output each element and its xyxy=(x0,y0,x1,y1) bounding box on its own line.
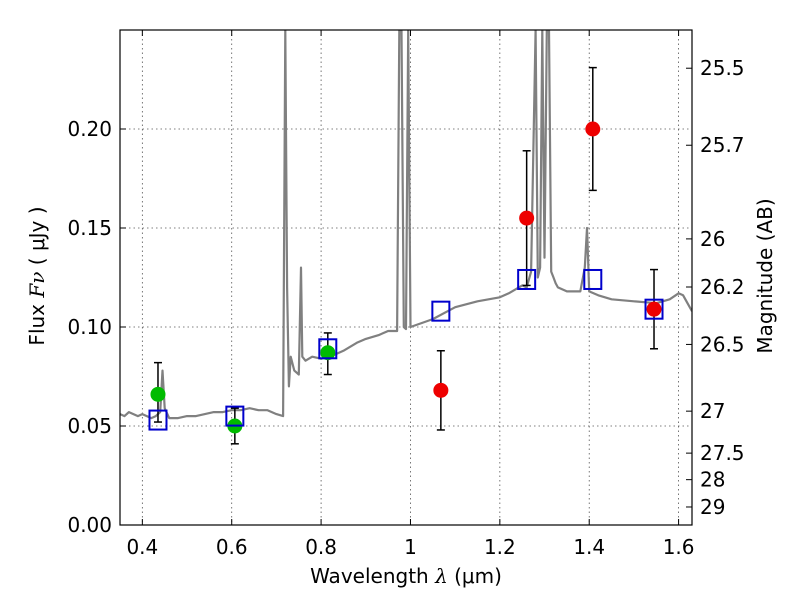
x-axis-title: Wavelength λ (μm) xyxy=(310,564,502,588)
x-tick-label: 1 xyxy=(404,535,417,559)
green-data-point xyxy=(320,345,336,361)
spectrum-line xyxy=(120,30,692,420)
mag-tick-label: 27 xyxy=(700,399,725,423)
y-tick-label: 0.05 xyxy=(67,414,112,438)
x-tick-label: 1.2 xyxy=(484,535,516,559)
mag-tick-label: 25.7 xyxy=(700,133,745,157)
y-tick-label: 0.10 xyxy=(67,315,112,339)
mag-tick-label: 26 xyxy=(700,227,725,251)
mag-tick-label: 29 xyxy=(700,495,725,519)
y-axis-title: Flux Fν ( μJy ) xyxy=(25,206,49,345)
axis-ticks: 0.4 0.6 0.8 1 1.2 1.4 1.6 0.00 0.05 0.10 0.15 0.20 2… xyxy=(67,30,745,559)
red-data-point xyxy=(433,382,449,398)
x-tick-label: 0.8 xyxy=(305,535,337,559)
model-square-marker xyxy=(431,300,451,322)
model-square-marker xyxy=(517,268,537,290)
mag-tick-label: 25.5 xyxy=(700,56,745,80)
x-tick-label: 1.6 xyxy=(663,535,695,559)
red-data-point xyxy=(519,210,535,226)
red-data-point xyxy=(646,301,662,317)
grid xyxy=(120,30,692,526)
mag-tick-label: 27.5 xyxy=(700,441,745,465)
model-square-marker xyxy=(583,268,603,290)
x-tick-label: 0.6 xyxy=(216,535,248,559)
x-tick-label: 1.4 xyxy=(573,535,605,559)
green-data-point xyxy=(150,386,166,402)
plot-frame xyxy=(119,29,693,526)
spectrum-layer xyxy=(120,30,692,420)
y-axis-right-title: Magnitude (AB) xyxy=(753,198,777,353)
model-square-marker xyxy=(644,298,664,320)
points-layer xyxy=(148,66,664,445)
model-square-marker xyxy=(148,409,168,431)
mag-tick-label: 26.5 xyxy=(700,332,745,356)
model-square-marker xyxy=(318,338,338,360)
x-tick-label: 0.4 xyxy=(126,535,158,559)
y-tick-label: 0.15 xyxy=(67,216,112,240)
red-data-point xyxy=(585,121,601,137)
mag-tick-label: 26.2 xyxy=(700,275,745,299)
model-square-marker xyxy=(225,405,245,427)
y-tick-label: 0.20 xyxy=(67,117,112,141)
y-tick-label: 0.00 xyxy=(67,513,112,537)
mag-tick-label: 28 xyxy=(700,468,725,492)
